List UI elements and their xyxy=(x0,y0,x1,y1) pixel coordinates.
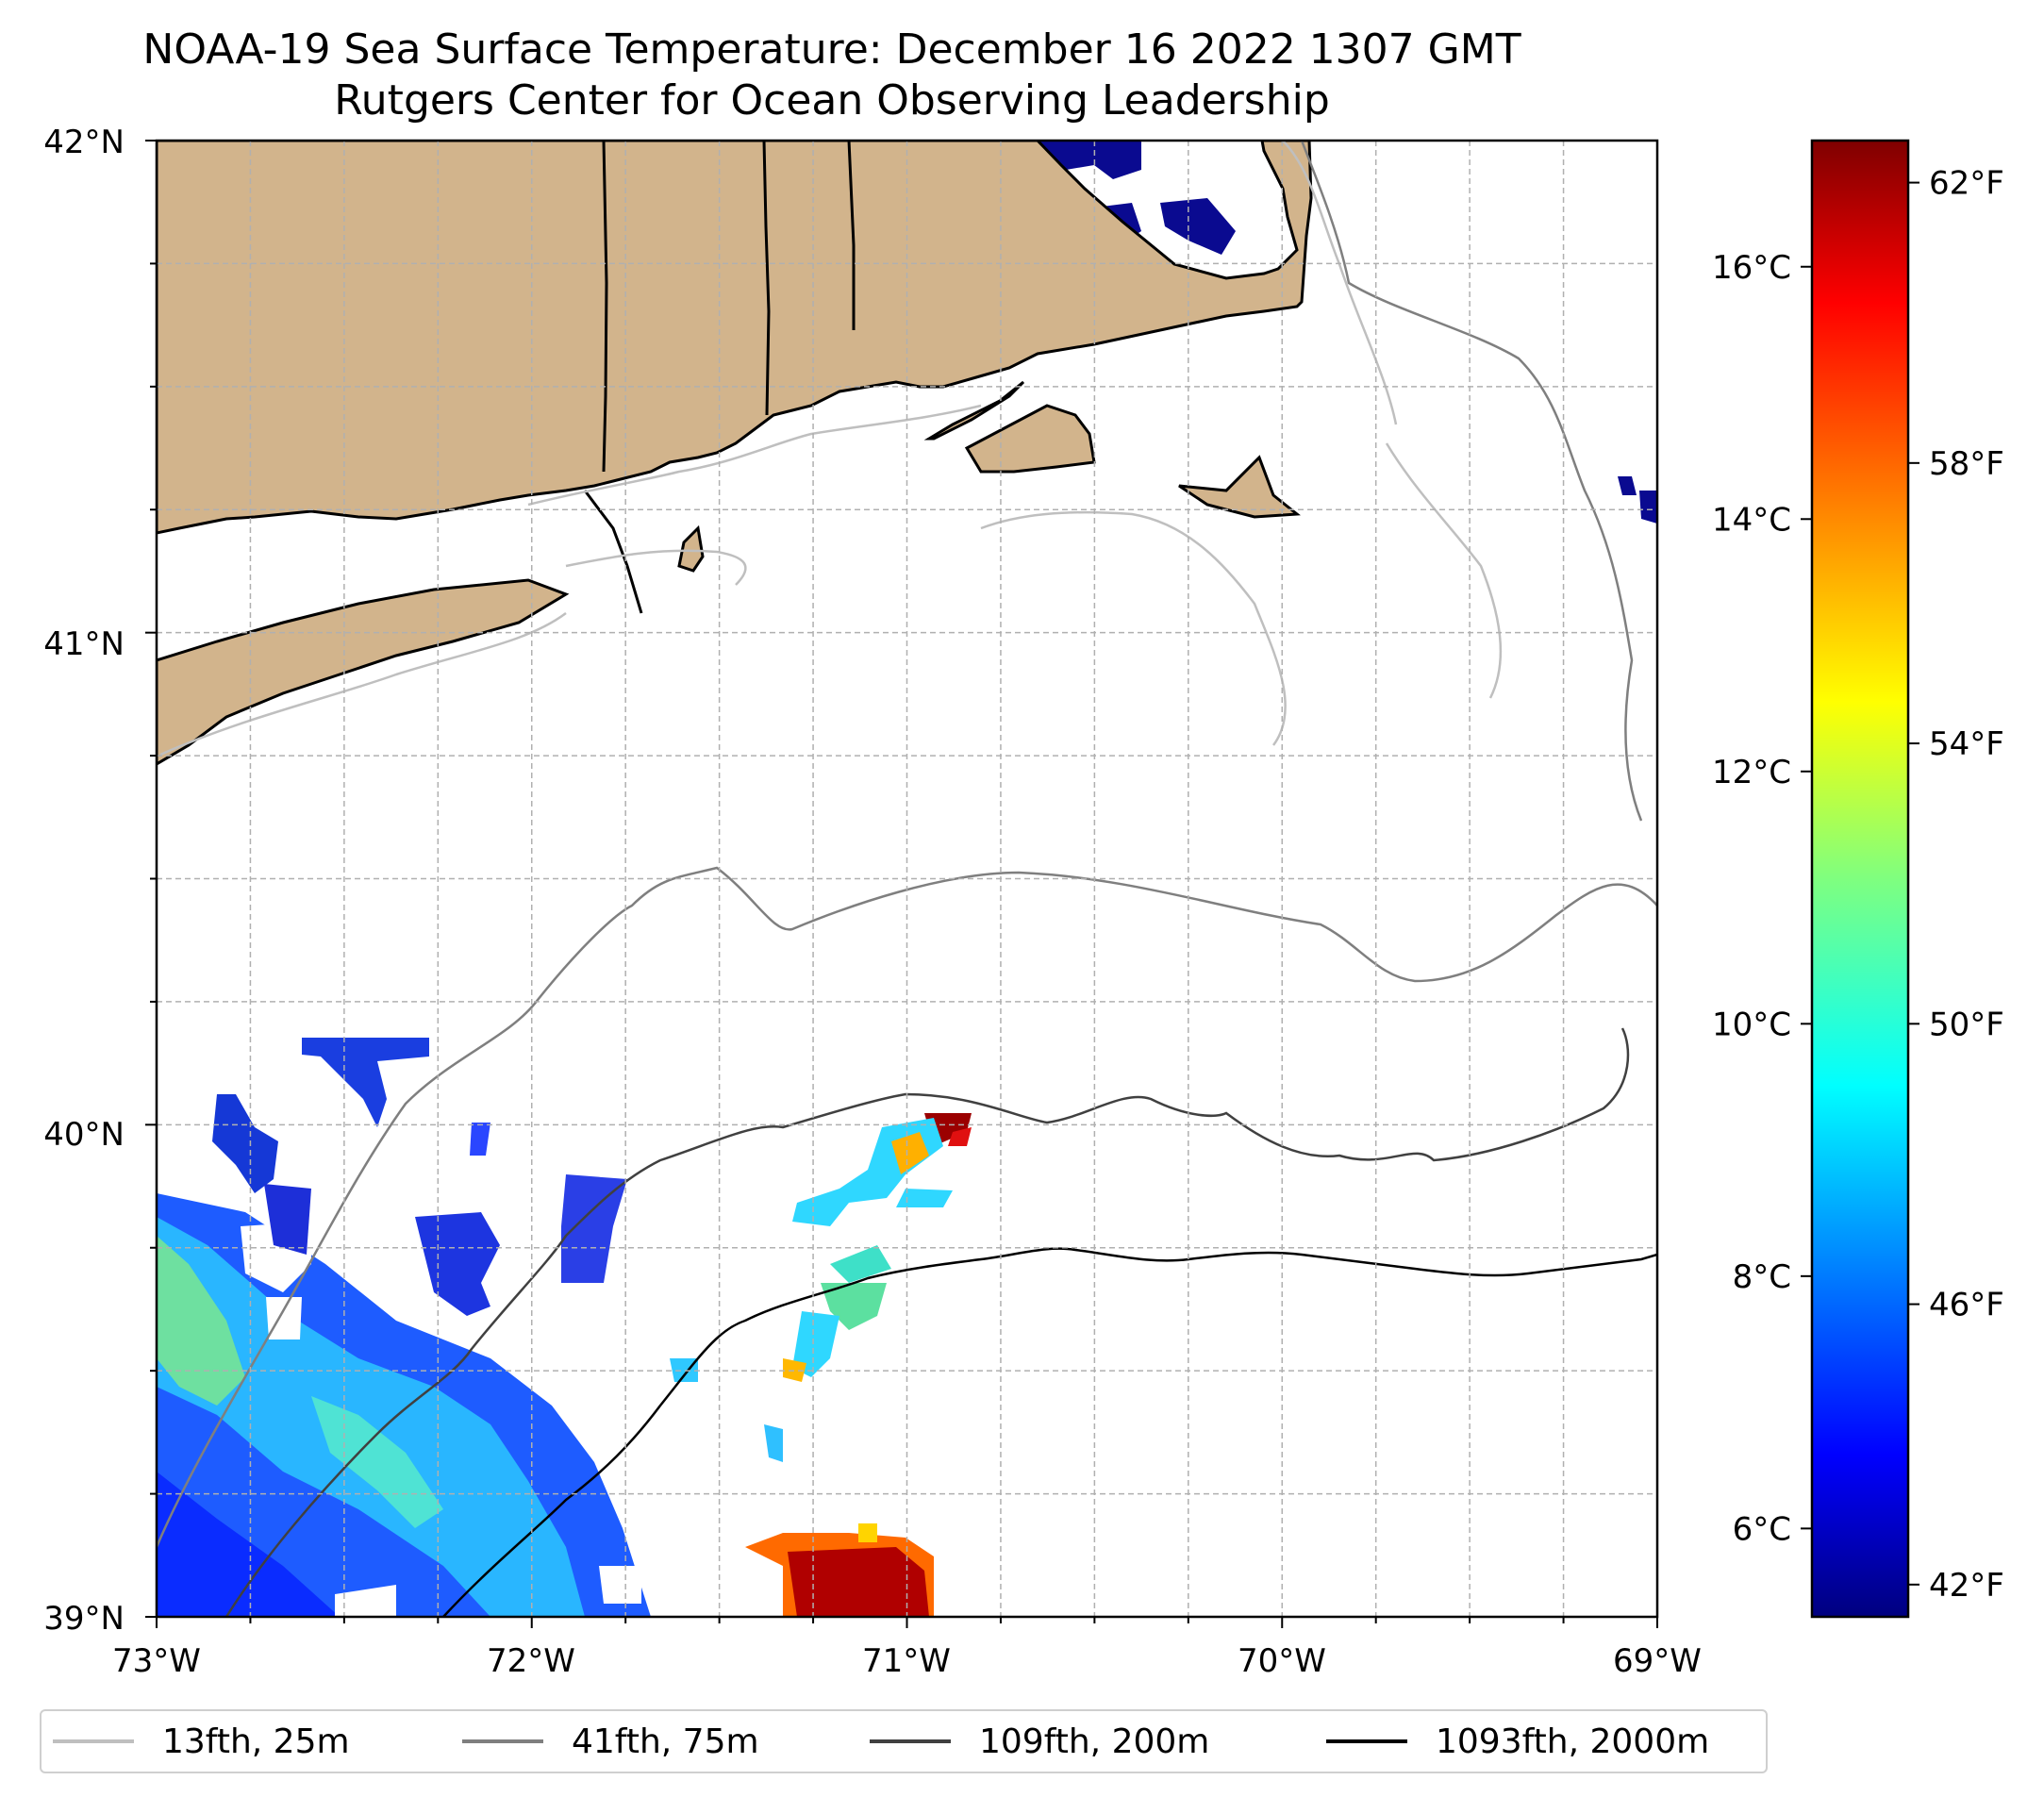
lon-label: 73°W xyxy=(112,1642,201,1680)
lon-label: 70°W xyxy=(1238,1642,1326,1680)
colorbar-celsius-label: 8°C xyxy=(1733,1258,1791,1296)
longitude-labels: 73°W 72°W 71°W 70°W 69°W xyxy=(112,1642,1702,1680)
sst-data-layer xyxy=(157,141,1657,1617)
legend-label: 1093fth, 2000m xyxy=(1436,1722,1710,1761)
graticule-grid xyxy=(156,140,1658,1618)
legend-label: 41fth, 75m xyxy=(572,1722,759,1761)
colorbar-celsius-label: 10°C xyxy=(1712,1006,1791,1043)
legend-label: 13fth, 25m xyxy=(162,1722,350,1761)
legend-swatch xyxy=(53,1739,134,1743)
legend-item: 13fth, 25m xyxy=(53,1711,350,1772)
legend-item: 41fth, 75m xyxy=(462,1711,759,1772)
colorbar-celsius-label: 14°C xyxy=(1712,501,1791,539)
colorbar-gradient xyxy=(1810,139,1910,1619)
colorbar-celsius-label: 12°C xyxy=(1712,754,1791,791)
legend-item: 1093fth, 2000m xyxy=(1326,1711,1709,1772)
land-layer xyxy=(157,141,1313,766)
legend-swatch xyxy=(462,1739,543,1743)
colorbar-fahrenheit-label: 62°F xyxy=(1929,165,2004,203)
colorbar-fahrenheit-label: 50°F xyxy=(1929,1006,2004,1043)
lon-label: 69°W xyxy=(1613,1642,1702,1680)
lat-label: 42°N xyxy=(43,124,125,161)
colorbar: 16°C 14°C 12°C 10°C 8°C 6°C 62°F 58°F 54°F 50°F 4… xyxy=(1712,139,2004,1619)
state-boundaries xyxy=(583,141,856,614)
colorbar-celsius-ticks: 16°C 14°C 12°C 10°C 8°C 6°C xyxy=(1712,249,1812,1548)
bathymetry-200m xyxy=(224,1027,1630,1617)
lat-label: 41°N xyxy=(43,625,125,663)
colorbar-fahrenheit-label: 54°F xyxy=(1929,725,2004,763)
colorbar-fahrenheit-ticks: 62°F 58°F 54°F 50°F 46°F 42°F xyxy=(1908,165,2004,1605)
legend-swatch xyxy=(1326,1739,1407,1743)
legend-label: 109fth, 200m xyxy=(979,1722,1210,1761)
colorbar-celsius-label: 16°C xyxy=(1712,249,1791,287)
lon-label: 71°W xyxy=(862,1642,951,1680)
lat-label: 39°N xyxy=(43,1600,125,1638)
chart-title: NOAA-19 Sea Surface Temperature: Decembe… xyxy=(142,25,1521,74)
latitude-labels: 42°N 41°N 40°N 39°N xyxy=(43,124,125,1638)
colorbar-fahrenheit-label: 58°F xyxy=(1929,445,2004,483)
chart-subtitle: Rutgers Center for Ocean Observing Leade… xyxy=(334,76,1330,125)
legend-item: 109fth, 200m xyxy=(870,1711,1209,1772)
lon-label: 72°W xyxy=(487,1642,575,1680)
bathymetry-2000m xyxy=(442,1247,1657,1617)
bathymetry-75m xyxy=(157,141,1657,1548)
bathymetry-legend: 13fth, 25m 41fth, 75m 109fth, 200m 1093f… xyxy=(40,1709,1768,1773)
lat-label: 40°N xyxy=(43,1116,125,1154)
legend-swatch xyxy=(870,1739,951,1743)
colorbar-fahrenheit-label: 42°F xyxy=(1929,1567,2004,1605)
colorbar-fahrenheit-label: 46°F xyxy=(1929,1287,2004,1324)
colorbar-celsius-label: 6°C xyxy=(1733,1510,1791,1548)
axis-ticks xyxy=(145,140,1658,1628)
